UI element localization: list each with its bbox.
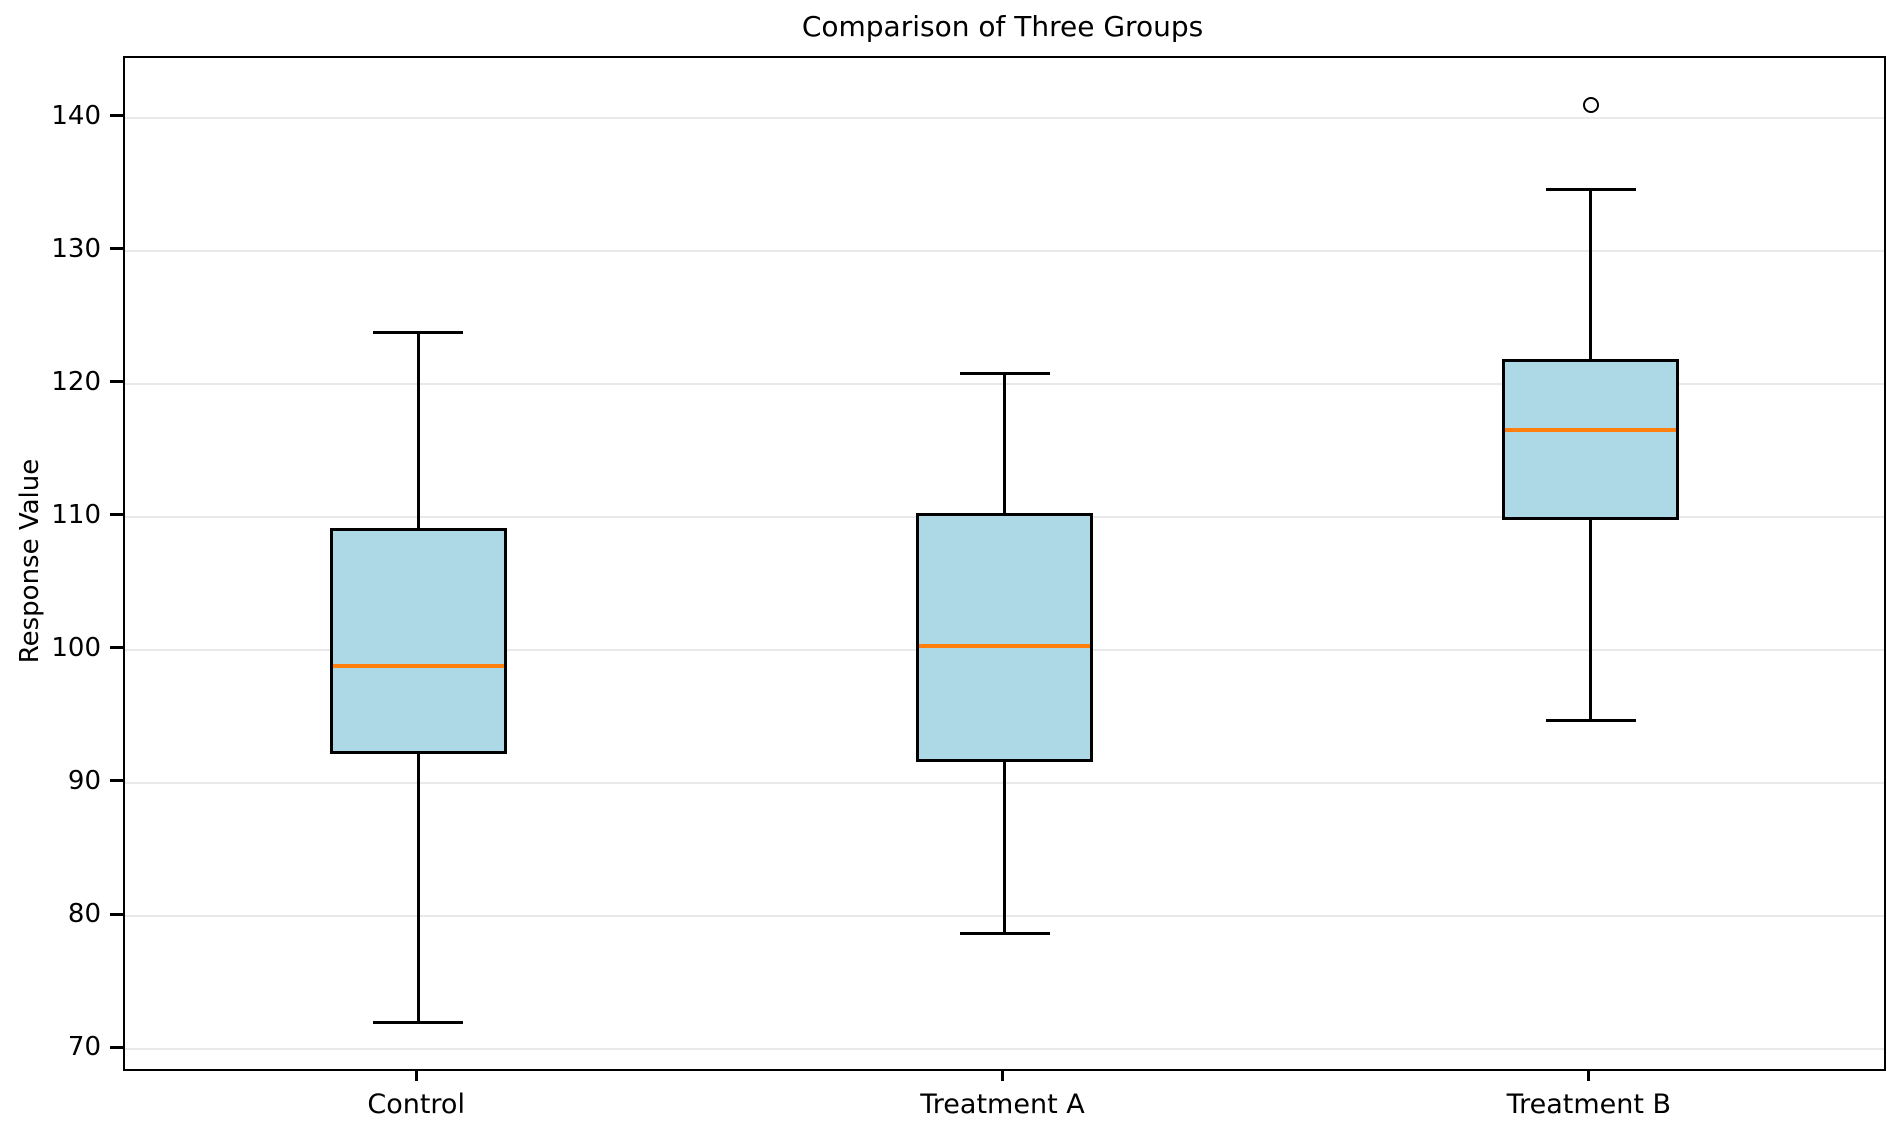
median-line-control <box>332 663 504 668</box>
x-tick-mark-treatment-b <box>1587 1069 1591 1081</box>
plot-area <box>123 56 1886 1071</box>
y-tick-label: 120 <box>51 366 101 397</box>
y-tick-label: 100 <box>51 632 101 663</box>
y-tick-label: 80 <box>67 899 101 930</box>
y-tick-mark <box>110 380 123 384</box>
grid-line <box>125 116 1884 119</box>
median-line-treatment-b <box>1505 428 1677 433</box>
y-tick-label: 140 <box>51 100 101 131</box>
y-tick-mark <box>110 1045 123 1049</box>
grid-line <box>125 1048 1884 1051</box>
y-tick-mark <box>110 779 123 783</box>
y-tick-mark <box>110 114 123 118</box>
whisker-cap-top-treatment-a <box>959 371 1050 375</box>
box-control <box>329 527 507 754</box>
x-tick-mark-control <box>414 1069 418 1081</box>
y-tick-mark <box>110 247 123 251</box>
whisker-cap-bottom-control <box>373 1020 464 1024</box>
y-tick-label: 110 <box>51 499 101 530</box>
grid-line <box>125 249 1884 252</box>
box-treatment-a <box>916 512 1093 762</box>
whisker-cap-bottom-treatment-a <box>959 931 1050 935</box>
x-tick-mark-treatment-a <box>1001 1069 1004 1081</box>
whisker-cap-bottom-treatment-b <box>1545 718 1636 722</box>
y-tick-label: 90 <box>67 765 101 796</box>
x-tick-label-treatment-b: Treatment B <box>1506 1089 1672 1120</box>
y-tick-label: 70 <box>67 1032 101 1063</box>
chart-title: Comparison of Three Groups <box>801 10 1204 43</box>
y-tick-mark <box>110 646 123 650</box>
y-tick-mark <box>110 513 123 517</box>
outlier-treatment-b-0 <box>1582 96 1599 113</box>
box-treatment-b <box>1502 358 1680 520</box>
whisker-cap-top-control <box>373 330 464 334</box>
whisker-cap-top-treatment-b <box>1545 188 1636 192</box>
median-line-treatment-a <box>919 643 1090 648</box>
x-tick-label-treatment-a: Treatment A <box>920 1089 1085 1120</box>
x-tick-label-control: Control <box>367 1089 465 1120</box>
y-tick-mark <box>110 912 123 916</box>
y-tick-label: 130 <box>51 233 101 264</box>
